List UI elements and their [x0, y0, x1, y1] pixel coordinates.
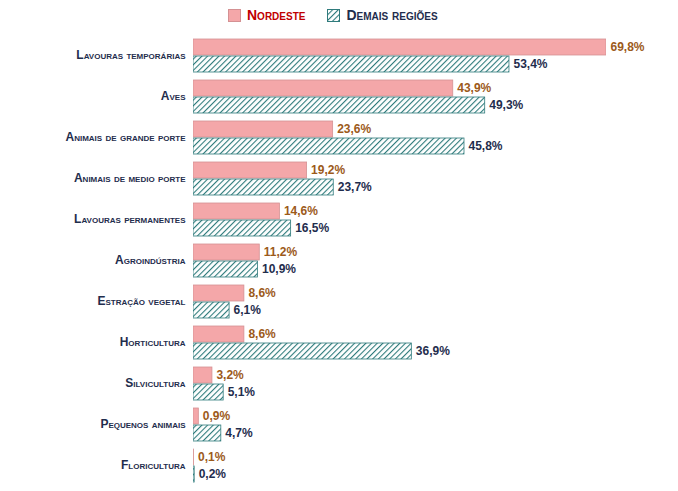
svg-text:4,7%: 4,7%	[225, 426, 253, 440]
svg-text:Horticultura: Horticultura	[120, 335, 186, 349]
svg-text:Pequenos animais: Pequenos animais	[100, 417, 186, 431]
svg-text:0,2%: 0,2%	[199, 467, 227, 481]
svg-text:Animais de grande porte: Animais de grande porte	[65, 130, 186, 144]
svg-text:8,6%: 8,6%	[248, 286, 276, 300]
svg-text:0,9%: 0,9%	[203, 409, 231, 423]
svg-text:5,1%: 5,1%	[228, 385, 256, 399]
svg-text:3,2%: 3,2%	[216, 368, 244, 382]
svg-text:Animais de medio porte: Animais de medio porte	[74, 171, 186, 185]
svg-text:0,1%: 0,1%	[198, 450, 226, 464]
svg-text:14,6%: 14,6%	[284, 204, 318, 218]
svg-text:19,2%: 19,2%	[311, 163, 345, 177]
svg-text:69,8%: 69,8%	[611, 40, 645, 54]
svg-text:Floricultura: Floricultura	[121, 458, 186, 472]
svg-text:Agroindústria: Agroindústria	[115, 253, 186, 267]
svg-text:Lavouras temporárias: Lavouras temporárias	[76, 48, 186, 62]
svg-text:16,5%: 16,5%	[295, 221, 329, 235]
svg-text:53,4%: 53,4%	[513, 57, 547, 71]
svg-text:11,2%: 11,2%	[264, 245, 298, 259]
svg-text:Aves: Aves	[161, 89, 186, 103]
svg-text:36,9%: 36,9%	[416, 344, 450, 358]
svg-text:45,8%: 45,8%	[468, 139, 502, 153]
svg-text:23,6%: 23,6%	[337, 122, 371, 136]
svg-text:Silvicultura: Silvicultura	[125, 376, 185, 390]
svg-text:8,6%: 8,6%	[248, 327, 276, 341]
html-text:Nordeste: Nordeste	[247, 7, 306, 23]
svg-text:10,9%: 10,9%	[262, 262, 296, 276]
svg-text:23,7%: 23,7%	[338, 180, 372, 194]
html-text:Demais regiões: Demais regiões	[346, 7, 438, 23]
svg-text:43,9%: 43,9%	[457, 81, 491, 95]
svg-text:Estração vegetal: Estração vegetal	[97, 294, 185, 308]
svg-text:6,1%: 6,1%	[234, 303, 262, 317]
svg-text:Lavouras permanentes: Lavouras permanentes	[74, 212, 186, 226]
svg-text:49,3%: 49,3%	[489, 98, 523, 112]
